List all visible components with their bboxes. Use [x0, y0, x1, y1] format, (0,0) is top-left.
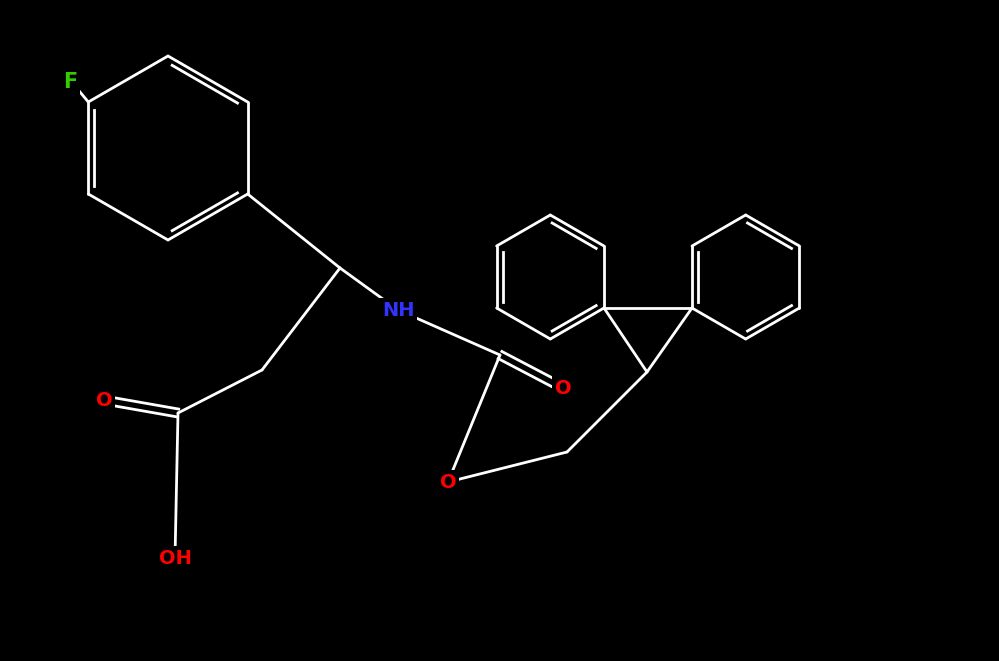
Text: O: O [96, 391, 112, 410]
Text: NH: NH [382, 301, 415, 319]
Text: OH: OH [159, 549, 192, 568]
Text: O: O [440, 473, 457, 492]
Text: F: F [63, 72, 78, 92]
Text: O: O [554, 379, 571, 397]
